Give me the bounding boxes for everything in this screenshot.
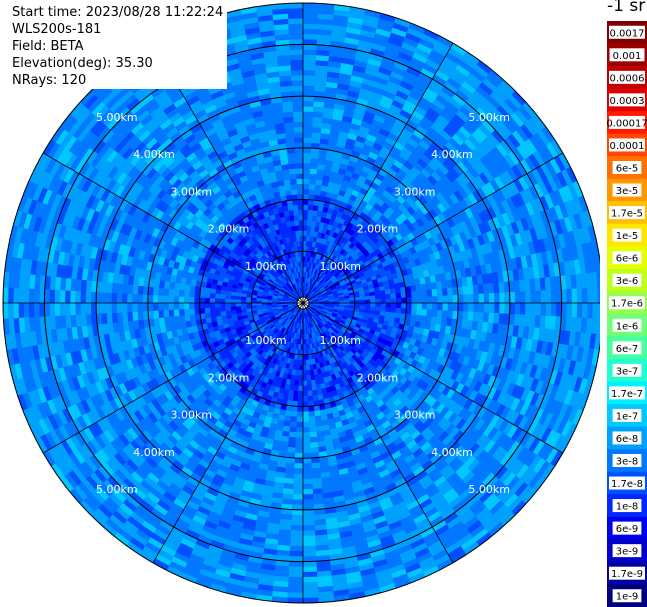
colorbar-label-bg <box>609 48 645 62</box>
colorbar-label-bg <box>612 273 642 287</box>
range-ring-label: 2.00km <box>208 223 250 236</box>
colorbar-label-bg <box>612 183 642 197</box>
azimuth-spoke <box>42 302 304 454</box>
range-ring-label: 4.00km <box>431 446 473 459</box>
range-ring-label: 1.00km <box>245 334 287 347</box>
colorbar-tick-label: 1e-5 <box>616 231 639 242</box>
colorbar-label-bg <box>612 161 642 174</box>
colorbar-tick-label: 1.7e-7 <box>611 389 643 400</box>
start-time-text: Start time: 2023/08/28 11:22:24 <box>12 5 224 20</box>
range-ring-label: 5.00km <box>96 111 138 124</box>
colorbar-label-bg <box>609 476 645 490</box>
range-ring-label: 4.00km <box>133 148 175 161</box>
range-ring-label: 1.00km <box>319 260 361 273</box>
instrument-text: WLS200s-181 <box>12 22 102 37</box>
colorbar-tick-label: 1.7e-9 <box>611 569 643 580</box>
colorbar-label-bg <box>609 386 645 400</box>
range-ring-label: 1.00km <box>319 334 361 347</box>
range-ring-label: 1.00km <box>245 260 287 273</box>
range-ring-label: 2.00km <box>357 223 399 236</box>
azimuth-spoke <box>42 152 304 304</box>
colorbar-tick-label: 3e-9 <box>616 547 639 558</box>
colorbar-tick-label: 6e-6 <box>616 254 639 265</box>
colorbar-tick-label: 0.0006 <box>610 73 645 84</box>
colorbar-tick-label: 3e-8 <box>616 457 639 468</box>
colorbar-tick-label: 1.7e-5 <box>611 209 643 220</box>
range-ring-label: 2.00km <box>357 371 399 384</box>
colorbar-label-bg <box>609 70 645 84</box>
colorbar-tick-label: 1.7e-6 <box>611 299 643 310</box>
colorbar-label-bg <box>612 454 642 467</box>
ppi-plot: 1.00km 1.00km 1.00km 1.00km 2.00km 2.00km 2.00… <box>2 2 600 604</box>
colorbar-label-bg <box>612 589 642 603</box>
azimuth-spoke <box>152 302 304 564</box>
colorbar-label-bg <box>612 544 642 558</box>
colorbar-label-bg <box>609 93 645 107</box>
colorbar-tick-label: 0.0003 <box>610 96 645 107</box>
colorbar-label-bg <box>609 296 645 310</box>
range-ring-label: 3.00km <box>394 185 436 198</box>
colorbar-tick-label: 0.0017 <box>610 28 645 39</box>
colorbar-label-bg <box>612 228 642 242</box>
colorbar-tick-label: 6e-7 <box>616 344 639 355</box>
range-ring-label: 5.00km <box>468 111 510 124</box>
colorbar-tick-label: 1e-8 <box>616 502 639 513</box>
elevation-text: Elevation(deg): 35.30 <box>12 56 153 71</box>
range-ring-label: 5.00km <box>468 483 510 496</box>
colorbar-tick-label: 6e-5 <box>616 164 639 175</box>
colorbar-label-bg <box>612 251 642 265</box>
colorbar-label-bg <box>609 566 645 580</box>
colorbar-tick-label: 0.00017 <box>607 118 647 129</box>
scan-info-panel: Start time: 2023/08/28 11:22:24 WLS200s-… <box>12 4 228 89</box>
azimuth-spoke <box>302 302 564 454</box>
colorbar-tick-label: 6e-9 <box>616 524 639 535</box>
colorbar-unit-label: -1 sr <box>607 0 646 16</box>
colorbar-label-bg <box>612 521 642 535</box>
colorbar-label-bg <box>609 25 645 39</box>
colorbar-tick-label: 3e-5 <box>616 186 639 197</box>
colorbar-label-bg <box>609 206 645 220</box>
colorbar-tick-label: 0.001 <box>613 51 642 62</box>
ppi-cell-group <box>3 3 600 603</box>
range-ring-label: 2.00km <box>208 371 250 384</box>
range-ring-label: 3.00km <box>170 185 212 198</box>
azimuth-spoke <box>302 152 564 304</box>
colorbar-label-bg <box>609 138 645 152</box>
colorbar-label-bg <box>612 318 642 332</box>
range-ring-label: 4.00km <box>133 446 175 459</box>
colorbar-tick-label: 1e-7 <box>616 411 639 422</box>
range-ring-label: 3.00km <box>170 409 212 422</box>
range-ring-label: 3.00km <box>394 409 436 422</box>
range-ring-label: 5.00km <box>96 483 138 496</box>
colorbar-tick-label: 1e-9 <box>616 592 639 603</box>
field-text: Field: BETA <box>12 39 84 54</box>
colorbar-tick-label: 6e-8 <box>616 434 639 445</box>
colorbar-tick-label: 3e-7 <box>616 366 639 377</box>
colorbar-label-bg <box>612 363 642 377</box>
nrays-text: NRays: 120 <box>12 73 87 88</box>
colorbar-tick-label: 1.7e-8 <box>611 479 643 490</box>
colorbar-label-bg <box>612 431 642 445</box>
range-ring-labels: 1.00km 1.00km 1.00km 1.00km 2.00km 2.00km 2.00… <box>96 111 510 496</box>
colorbar: 0.0017 0.001 0.0006 0.0003 0.00017 0.0001 6e-5… <box>607 21 647 607</box>
colorbar-tick-label: 3e-6 <box>616 276 639 287</box>
azimuth-spoke <box>302 42 454 304</box>
colorbar-tick-label: 1e-6 <box>616 321 639 332</box>
colorbar-label-bg <box>612 499 642 513</box>
colorbar-label-bg <box>609 115 645 129</box>
range-ring-label: 4.00km <box>431 148 473 161</box>
ppi-cell-group <box>3 3 600 603</box>
colorbar-label-bg <box>612 408 642 422</box>
colorbar-tick-label: 0.0001 <box>610 141 645 152</box>
azimuth-spoke <box>302 302 454 564</box>
colorbar-label-bg <box>612 341 642 355</box>
radar-location-marker <box>296 296 310 310</box>
azimuth-spokes <box>3 3 600 603</box>
